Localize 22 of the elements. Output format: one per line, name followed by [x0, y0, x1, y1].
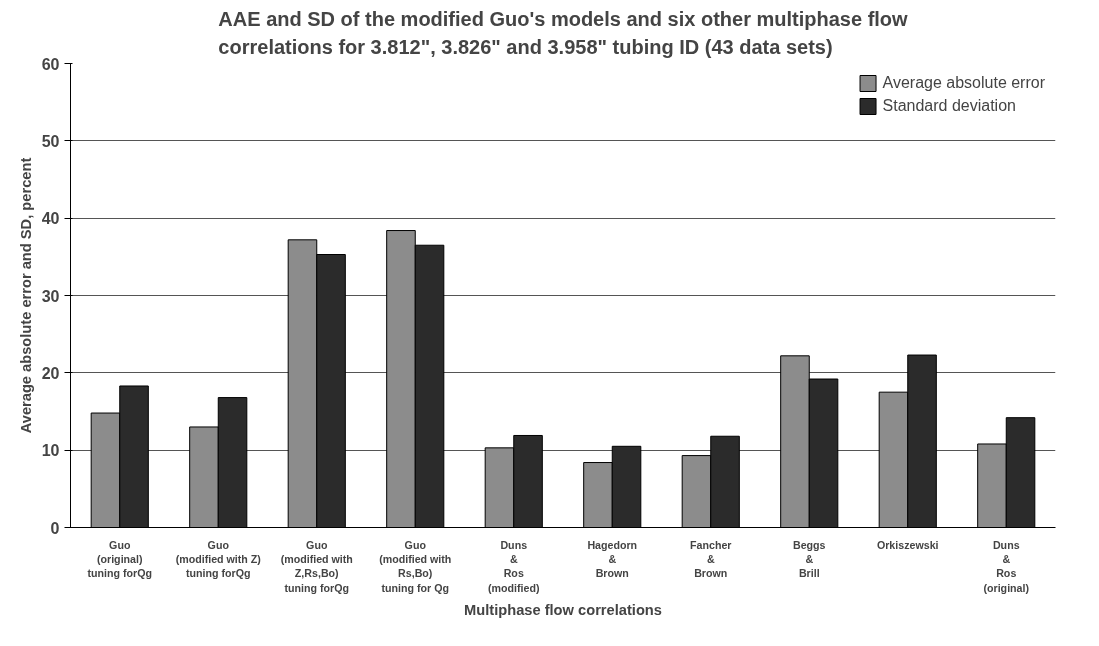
- legend-label: Average absolute error: [882, 74, 1045, 92]
- x-tick-label: Guo (modified with Z,Rs,Bo) tuning forQg: [280, 538, 353, 594]
- x-tick-label: Beggs & Brill: [792, 538, 826, 580]
- y-tick-label: 30: [41, 287, 60, 305]
- x-tick-label: Guo (modified with Z) tuning forQg: [175, 538, 262, 580]
- y-tick-label: 50: [41, 132, 60, 150]
- y-tick-label: 60: [41, 55, 60, 73]
- x-tick-label: Hagedorn & Brown: [587, 538, 638, 580]
- y-tick-label: 20: [41, 364, 60, 382]
- x-tick-label: Duns & Ros (modified): [488, 538, 540, 594]
- x-tick-label: Guo (original) tuning forQg: [87, 538, 153, 580]
- x-tick-label: Orkiszewski: [876, 538, 939, 551]
- y-tick-label: 10: [41, 442, 60, 460]
- x-tick-label: Duns & Ros (original): [983, 538, 1030, 594]
- legend-label: Standard deviation: [882, 97, 1016, 115]
- x-axis-title: Multiphase flow correlations: [464, 601, 662, 618]
- chart-title: AAE and SD of the modified Guo's models and six other multiphase flow correlations for 3.812", 3.826" and 3.958" tubing ID (43 data sets): [218, 7, 909, 59]
- y-tick-label: 40: [41, 210, 60, 228]
- x-tick-label: Guo (modified with Rs,Bo) tuning for Qg: [379, 538, 452, 594]
- y-tick-label: 0: [50, 519, 60, 537]
- x-tick-label: Fancher & Brown: [690, 538, 732, 580]
- y-axis-title: Average absolute error and SD, percent: [17, 157, 34, 434]
